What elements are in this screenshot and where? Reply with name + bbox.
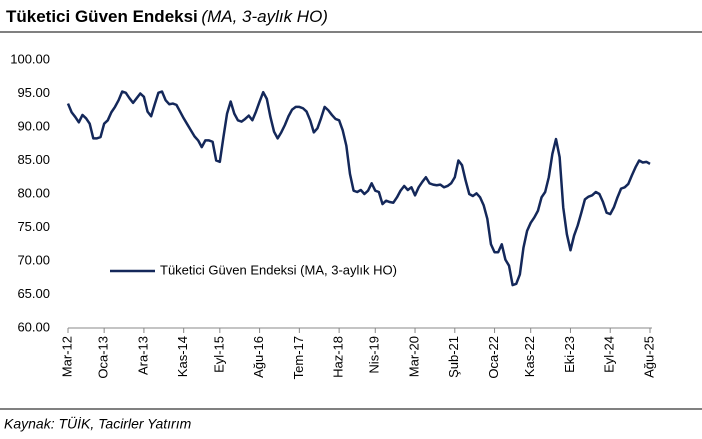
x-tick-label: Ara-13 <box>135 336 150 375</box>
line-series <box>66 90 651 287</box>
x-tick-label: Oca-22 <box>486 336 501 379</box>
x-tick-label: Tem-17 <box>291 336 306 379</box>
y-tick-label: 65.00 <box>17 286 50 301</box>
x-tick-label: Nis-19 <box>367 336 382 374</box>
x-tick-label: Kas-22 <box>522 336 537 377</box>
x-tick-label: Mar-20 <box>406 336 421 377</box>
x-tick-label: Şub-21 <box>446 336 461 378</box>
y-tick-label: 60.00 <box>17 319 50 334</box>
x-tick-label: Ağu-25 <box>641 336 656 378</box>
y-tick-label: 80.00 <box>17 185 50 200</box>
y-tick-label: 100.00 <box>10 51 50 66</box>
x-tick-label: Haz-18 <box>331 336 346 378</box>
x-tick-label: Eyl-15 <box>211 336 226 373</box>
subtitle: (MA, 3-aylık HO) <box>201 7 328 26</box>
legend-label: Tüketici Güven Endeksi (MA, 3-aylık HO) <box>160 262 397 277</box>
y-tick-label: 90.00 <box>17 118 50 133</box>
x-tick-label: Eyl-24 <box>602 336 617 373</box>
x-tick-label: Eki-23 <box>562 336 577 373</box>
title: Tüketici Güven Endeksi <box>6 7 198 26</box>
x-tick-label: Mar-12 <box>59 336 74 377</box>
y-tick-label: 75.00 <box>17 219 50 234</box>
x-tick-label: Oca-13 <box>96 336 111 379</box>
x-tick-label: Kas-14 <box>175 336 190 377</box>
chart-title: Tüketici Güven Endeksi (MA, 3-aylık HO) <box>6 7 328 26</box>
y-tick-label: 85.00 <box>17 152 50 167</box>
source: Kaynak: TÜİK, Tacirler Yatırım <box>4 415 192 432</box>
y-tick-label: 70.00 <box>17 252 50 267</box>
y-tick-label: 95.00 <box>17 85 50 100</box>
x-tick-label: Ağu-16 <box>251 336 266 378</box>
